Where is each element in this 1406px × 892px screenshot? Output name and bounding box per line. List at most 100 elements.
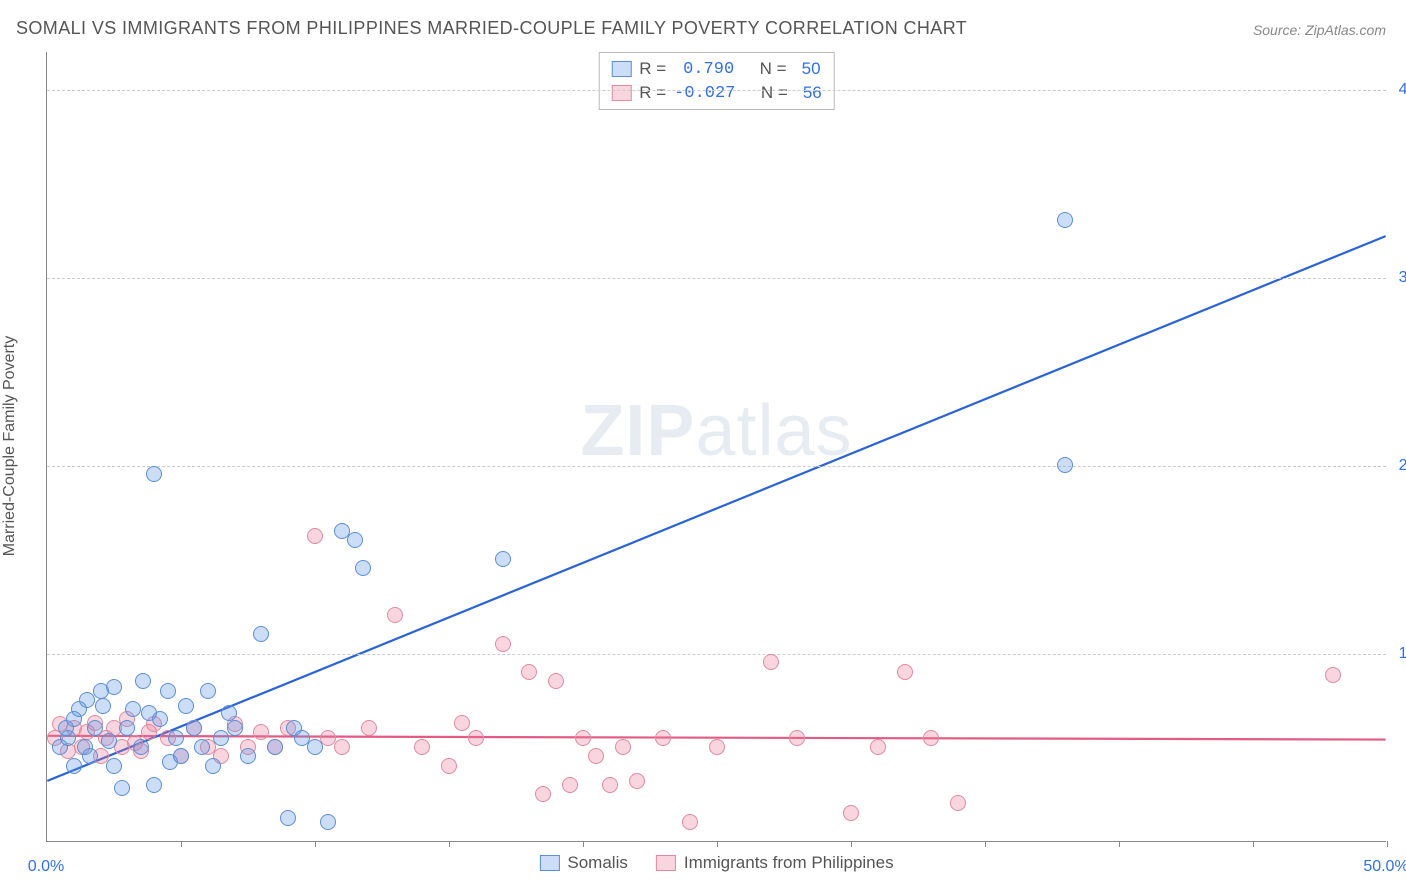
r-value-b: -0.027 (674, 84, 735, 103)
scatter-point-b (870, 739, 886, 755)
scatter-point-b (588, 748, 604, 764)
scatter-point-a (135, 673, 151, 689)
scatter-point-b (763, 654, 779, 670)
scatter-point-a (194, 739, 210, 755)
x-tick-label: 0.0% (28, 858, 64, 876)
scatter-point-b (535, 786, 551, 802)
scatter-point-a (60, 730, 76, 746)
scatter-point-a (146, 466, 162, 482)
legend-label-b: Immigrants from Philippines (684, 853, 894, 873)
scatter-point-a (1057, 212, 1073, 228)
swatch-b (611, 85, 631, 101)
scatter-point-b (629, 773, 645, 789)
y-tick-label: 10.0% (1399, 645, 1406, 663)
y-tick-label: 20.0% (1399, 457, 1406, 475)
scatter-point-b (602, 777, 618, 793)
scatter-point-b (361, 720, 377, 736)
scatter-point-a (119, 720, 135, 736)
scatter-point-a (125, 701, 141, 717)
y-tick-label: 30.0% (1399, 269, 1406, 287)
scatter-point-b (682, 814, 698, 830)
scatter-point-b (843, 805, 859, 821)
swatch-a (611, 61, 631, 77)
stats-row-a: R = 0.790 N = 50 (611, 57, 822, 81)
x-tick (583, 841, 584, 847)
scatter-point-a (106, 679, 122, 695)
scatter-point-a (82, 748, 98, 764)
scatter-point-a (280, 810, 296, 826)
gridline (47, 654, 1386, 655)
watermark: ZIPatlas (580, 390, 852, 472)
regression-lines (47, 52, 1386, 841)
scatter-point-b (655, 730, 671, 746)
scatter-point-a (253, 626, 269, 642)
scatter-point-a (347, 532, 363, 548)
x-tick (449, 841, 450, 847)
scatter-point-a (101, 733, 117, 749)
scatter-point-a (355, 560, 371, 576)
scatter-point-b (521, 664, 537, 680)
gridline (47, 90, 1386, 91)
legend-swatch-a (539, 855, 559, 871)
gridline (47, 466, 1386, 467)
scatter-point-b (253, 724, 269, 740)
scatter-point-b (441, 758, 457, 774)
y-tick-label: 40.0% (1399, 81, 1406, 99)
scatter-point-b (307, 528, 323, 544)
scatter-point-a (87, 720, 103, 736)
scatter-point-a (133, 739, 149, 755)
scatter-point-a (178, 698, 194, 714)
x-tick (717, 841, 718, 847)
scatter-point-b (789, 730, 805, 746)
legend-swatch-b (656, 855, 676, 871)
scatter-point-a (205, 758, 221, 774)
scatter-point-a (146, 777, 162, 793)
n-label-b: N = (761, 83, 788, 103)
scatter-point-a (221, 705, 237, 721)
n-label-a: N = (760, 59, 787, 79)
scatter-point-b (414, 739, 430, 755)
scatter-point-a (162, 754, 178, 770)
scatter-point-a (106, 758, 122, 774)
scatter-point-b (950, 795, 966, 811)
chart-title: SOMALI VS IMMIGRANTS FROM PHILIPPINES MA… (16, 18, 967, 39)
stats-row-b: R = -0.027 N = 56 (611, 81, 822, 105)
scatter-point-a (168, 730, 184, 746)
r-label-b: R = (639, 83, 666, 103)
scatter-point-b (468, 730, 484, 746)
scatter-point-a (95, 698, 111, 714)
r-label-a: R = (639, 59, 666, 79)
scatter-point-a (495, 551, 511, 567)
legend-item-b: Immigrants from Philippines (656, 853, 894, 873)
legend-item-a: Somalis (539, 853, 627, 873)
x-tick (1387, 841, 1388, 847)
scatter-point-a (114, 780, 130, 796)
scatter-point-a (186, 720, 202, 736)
x-tick-label: 50.0% (1363, 858, 1406, 876)
n-value-a: 50 (795, 59, 821, 79)
x-tick (315, 841, 316, 847)
plot-area: ZIPatlas R = 0.790 N = 50 R = -0.027 N =… (46, 52, 1386, 842)
n-value-b: 56 (796, 83, 822, 103)
scatter-point-b (562, 777, 578, 793)
x-tick (851, 841, 852, 847)
x-tick (985, 841, 986, 847)
scatter-point-a (240, 748, 256, 764)
scatter-point-a (160, 683, 176, 699)
scatter-point-a (1057, 457, 1073, 473)
scatter-point-a (66, 758, 82, 774)
source-label: Source: ZipAtlas.com (1253, 22, 1386, 38)
scatter-point-a (307, 739, 323, 755)
scatter-point-b (897, 664, 913, 680)
scatter-point-b (615, 739, 631, 755)
legend-label-a: Somalis (567, 853, 627, 873)
series-legend: Somalis Immigrants from Philippines (539, 853, 893, 873)
gridline (47, 278, 1386, 279)
scatter-point-b (548, 673, 564, 689)
scatter-point-a (141, 705, 157, 721)
r-value-a: 0.790 (674, 60, 734, 79)
scatter-point-b (1325, 667, 1341, 683)
scatter-point-b (454, 715, 470, 731)
scatter-point-b (575, 730, 591, 746)
scatter-point-a (227, 720, 243, 736)
